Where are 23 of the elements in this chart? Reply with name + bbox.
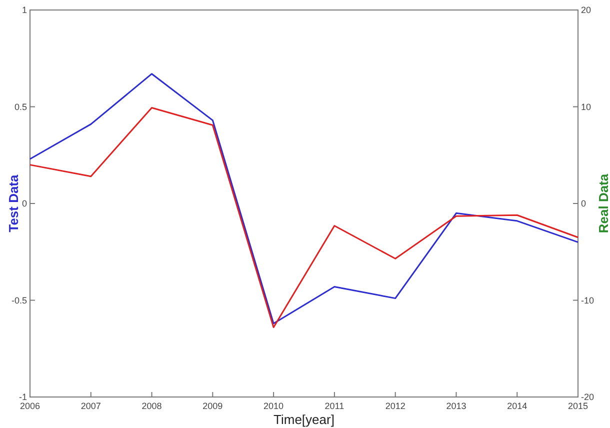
y-tick-label: -0.5 bbox=[11, 295, 27, 306]
y-tick-label: 0 bbox=[22, 198, 27, 208]
x-tick-label: 2013 bbox=[446, 401, 466, 411]
y2-tick-label: -10 bbox=[581, 295, 594, 306]
x-tick-label: 2015 bbox=[568, 401, 588, 411]
x-tick-label: 2010 bbox=[264, 401, 284, 411]
x-tick-label: 2011 bbox=[324, 401, 344, 411]
x-tick-label: 2008 bbox=[142, 401, 162, 411]
y2-tick-label: -20 bbox=[581, 392, 594, 402]
y2-tick-label: 10 bbox=[581, 102, 592, 112]
x-axis-title: Time[year] bbox=[274, 412, 334, 427]
y-axis-title: Test Data bbox=[6, 174, 21, 232]
y2-axis-title: Real Data bbox=[596, 173, 610, 234]
y-tick-label: -1 bbox=[18, 392, 27, 402]
x-tick-label: 2006 bbox=[20, 401, 40, 411]
x-tick-label: 2009 bbox=[202, 401, 223, 411]
x-tick-label: 2014 bbox=[507, 401, 528, 411]
y2-tick-label: 0 bbox=[581, 198, 586, 208]
x-tick-label: 2012 bbox=[385, 401, 406, 411]
y2-tick-label: 20 bbox=[581, 5, 592, 15]
y-tick-label: 1 bbox=[22, 5, 27, 15]
y-tick-label: 0.5 bbox=[14, 102, 27, 112]
x-tick-label: 2007 bbox=[80, 401, 101, 411]
